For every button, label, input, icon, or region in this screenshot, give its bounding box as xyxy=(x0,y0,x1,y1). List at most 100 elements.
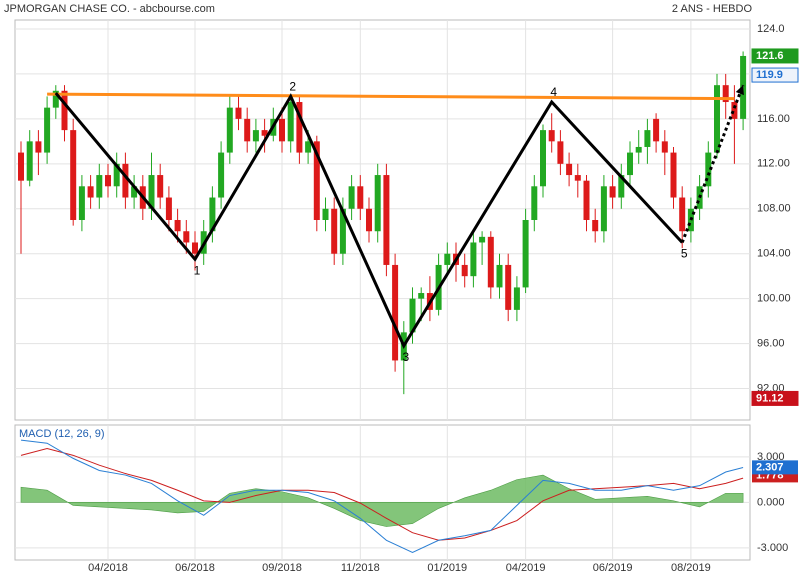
macd-frame xyxy=(14,424,751,561)
candle-body xyxy=(392,264,399,361)
main-frame xyxy=(14,19,751,421)
candle-body xyxy=(627,152,633,176)
candle-body xyxy=(714,85,720,153)
candle-body xyxy=(174,220,181,232)
x-tick-label: 09/2018 xyxy=(262,562,302,574)
candle-body xyxy=(52,90,59,108)
candle-body xyxy=(731,102,738,119)
candle-body xyxy=(653,118,660,142)
candle-body xyxy=(670,152,677,198)
candle-body xyxy=(348,186,355,209)
macd-signal-line xyxy=(20,447,744,541)
pattern-label: 5 xyxy=(681,247,688,261)
candle-body xyxy=(635,146,642,153)
chart-subtitle: 2 ANS - HEBDO xyxy=(672,3,753,15)
x-tick-label: 11/2018 xyxy=(341,562,380,574)
candle-body xyxy=(618,175,625,198)
candle-body xyxy=(96,175,103,198)
macd-label-box xyxy=(752,460,798,475)
candle-body xyxy=(26,141,33,181)
candle-body xyxy=(287,102,294,142)
x-tick-label: 08/2019 xyxy=(671,562,711,574)
candle-body xyxy=(592,220,599,232)
y-tick-label: 124.0 xyxy=(757,23,785,35)
candle-body xyxy=(583,180,590,220)
macd-macd-line xyxy=(20,439,744,553)
candle-body xyxy=(513,287,520,310)
candle-body xyxy=(209,197,216,232)
candle-body xyxy=(244,118,251,142)
pattern-line xyxy=(54,92,684,350)
candle-body xyxy=(566,163,573,176)
candle-body xyxy=(600,186,607,232)
candle-body xyxy=(35,141,42,153)
pattern-label: 2 xyxy=(289,80,296,94)
candle-body xyxy=(165,197,172,220)
candle-body xyxy=(331,208,338,254)
candle-body xyxy=(122,163,129,198)
x-tick-label: 06/2018 xyxy=(175,562,215,574)
candle-body xyxy=(366,208,372,232)
candle-body xyxy=(418,293,425,299)
candle-body xyxy=(548,130,555,142)
resistance-line xyxy=(47,92,735,101)
candle-body xyxy=(261,130,268,136)
candle-body xyxy=(148,175,155,209)
candle-body xyxy=(322,208,329,220)
arrow-head xyxy=(735,85,744,96)
candle-body xyxy=(409,298,416,333)
candle-body xyxy=(105,175,111,187)
candle-body xyxy=(252,130,259,142)
y-tick-label: 104.00 xyxy=(757,248,791,260)
y-tick-label: 112.00 xyxy=(757,158,790,170)
candle-body xyxy=(218,152,225,198)
candle-body xyxy=(522,220,529,288)
candle-body xyxy=(383,175,390,265)
candle-body xyxy=(183,231,190,243)
arrow-line xyxy=(680,84,745,244)
y-tick-label: 0.000 xyxy=(757,496,785,508)
candle-body xyxy=(18,152,24,181)
macd-label: 2.307 xyxy=(756,461,784,473)
candle-body xyxy=(70,130,77,220)
candle-body xyxy=(235,107,242,119)
candle-body xyxy=(644,130,651,147)
candle-body xyxy=(557,141,564,164)
candle-body xyxy=(192,242,198,254)
candle-body xyxy=(374,175,381,232)
candle-body xyxy=(705,152,712,187)
y-tick-label: 96.00 xyxy=(757,338,785,350)
x-tick-label: 06/2019 xyxy=(593,562,633,574)
candle-body xyxy=(113,163,120,187)
y-tick-label: 116.00 xyxy=(757,113,790,125)
candle-body xyxy=(574,175,581,181)
pattern-label: 3 xyxy=(402,350,409,364)
candle-body xyxy=(44,107,51,153)
candle-body xyxy=(661,141,668,153)
candle-body xyxy=(357,186,364,209)
price-label-box xyxy=(751,390,799,406)
candle-body xyxy=(131,186,138,198)
candle-body xyxy=(78,186,85,220)
x-tick-label: 04/2019 xyxy=(506,562,546,574)
candle-body xyxy=(505,264,512,310)
y-tick-label: 100.00 xyxy=(757,293,791,305)
pattern-label: 4 xyxy=(550,85,557,99)
candle-body xyxy=(496,264,503,288)
price-label-box xyxy=(751,48,799,64)
candle-body xyxy=(226,107,233,153)
x-tick-label: 04/2018 xyxy=(88,562,128,574)
price-label: 91.12 xyxy=(756,392,784,404)
candle-body xyxy=(479,236,486,243)
candle-body xyxy=(157,175,164,198)
candle-body xyxy=(487,236,494,288)
candle-body xyxy=(609,186,616,198)
chart-title: JPMORGAN CHASE CO. - abcbourse.com xyxy=(4,3,215,15)
price-label-box xyxy=(751,67,799,83)
macd-histogram xyxy=(20,474,744,527)
y-tick-label: 3.000 xyxy=(757,451,785,463)
candle-body xyxy=(679,197,686,232)
candle-body xyxy=(461,264,468,277)
candle-body xyxy=(61,90,68,131)
